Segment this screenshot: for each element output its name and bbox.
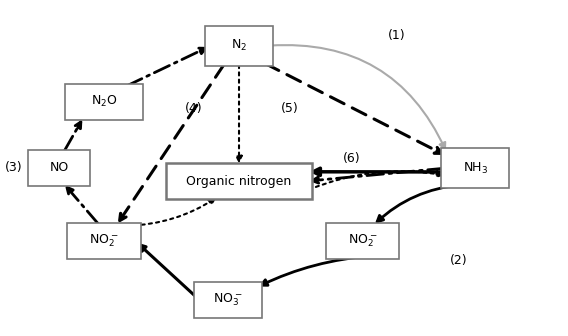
FancyBboxPatch shape	[441, 148, 509, 188]
Text: (1): (1)	[388, 29, 406, 42]
FancyBboxPatch shape	[205, 26, 273, 66]
Text: NO$_2^-$: NO$_2^-$	[89, 233, 119, 249]
FancyBboxPatch shape	[166, 163, 312, 199]
FancyBboxPatch shape	[326, 222, 399, 259]
Text: (5): (5)	[281, 102, 299, 115]
Text: N$_2$: N$_2$	[231, 38, 247, 53]
Text: (2): (2)	[449, 254, 467, 267]
Text: NO$_3^-$: NO$_3^-$	[213, 292, 243, 308]
Text: (3): (3)	[5, 162, 23, 174]
Text: Organic nitrogen: Organic nitrogen	[186, 175, 291, 188]
FancyBboxPatch shape	[194, 282, 261, 318]
FancyBboxPatch shape	[68, 222, 141, 259]
Text: NO$_2^-$: NO$_2^-$	[348, 233, 378, 249]
Text: N$_2$O: N$_2$O	[91, 94, 117, 110]
Text: (4): (4)	[185, 102, 203, 115]
Text: NH$_3$: NH$_3$	[462, 161, 488, 175]
FancyBboxPatch shape	[28, 150, 90, 186]
FancyBboxPatch shape	[65, 84, 143, 120]
Text: NO: NO	[49, 162, 69, 174]
Text: (6): (6)	[343, 152, 360, 165]
